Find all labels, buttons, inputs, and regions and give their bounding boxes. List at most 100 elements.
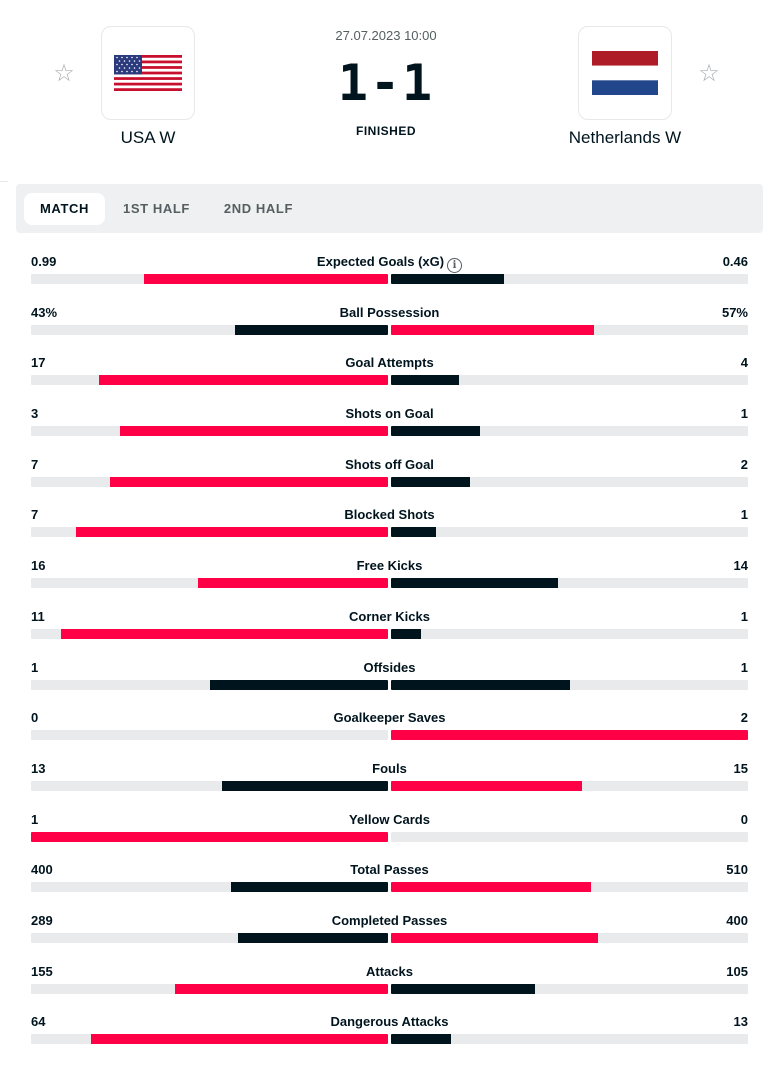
stat-home-value: 400 <box>31 862 53 878</box>
stat-away-bar-fill <box>391 426 481 437</box>
favorite-star-icon-away[interactable]: ☆ <box>698 60 720 87</box>
stat-away-bar-fill <box>391 679 570 690</box>
stat-away-value: 13 <box>733 1014 748 1030</box>
stat-away-bar <box>391 780 748 791</box>
stat-away-value: 2 <box>740 710 748 726</box>
stat-name-wrap: Completed Passes <box>31 913 748 928</box>
stat-home-bar <box>31 831 388 842</box>
info-icon[interactable]: i <box>447 258 463 273</box>
stat-name: Ball Possession <box>339 304 440 320</box>
stat-name-wrap: Total Passes <box>31 862 748 877</box>
stat-home-value: 16 <box>31 558 46 574</box>
stat-name: Free Kicks <box>356 558 423 574</box>
stat-home-value: 64 <box>31 1014 46 1030</box>
stat-away-value: 1 <box>740 659 748 675</box>
stat-home-bar <box>31 527 388 538</box>
stat-name-wrap: Attacks <box>31 964 748 979</box>
stat-home-bar <box>31 932 388 943</box>
stat-away-bar-fill <box>391 476 471 487</box>
stat-row: 11 Corner Kicks 1 <box>31 605 748 656</box>
match-header: ☆ USA W 27.07.2023 10:00 1- <box>0 0 772 175</box>
stat-away-bar-fill <box>391 375 459 386</box>
stat-away-bar <box>391 375 748 386</box>
stat-away-bar-fill <box>391 983 536 994</box>
stat-home-value: 155 <box>31 963 53 979</box>
stat-name: Completed Passes <box>331 912 448 928</box>
stat-home-value: 7 <box>31 507 39 523</box>
stat-home-bar <box>31 679 388 690</box>
favorite-star-icon-home[interactable]: ☆ <box>53 60 75 87</box>
stat-away-bar <box>391 932 748 943</box>
stat-away-bar <box>391 578 748 589</box>
stat-home-bar <box>31 780 388 791</box>
stat-away-bar-fill <box>391 882 592 893</box>
away-team-name[interactable]: Netherlands W <box>568 128 682 147</box>
stat-home-bar-fill <box>222 780 388 791</box>
home-team-name[interactable]: USA W <box>120 128 176 147</box>
stat-home-bar-fill <box>60 628 388 639</box>
stat-away-value: 15 <box>733 760 748 776</box>
stat-home-bar <box>31 324 388 335</box>
stat-home-value: 7 <box>31 456 39 472</box>
stat-home-value: 1 <box>31 811 39 827</box>
tab-match[interactable]: MATCH <box>24 192 105 225</box>
stat-name: Yellow Cards <box>349 811 430 827</box>
stat-row: 0.99 Expected Goals (xG) i 0.46 <box>31 250 748 301</box>
stats-list: 0.99 Expected Goals (xG) i 0.46 43% Ball Poss… <box>31 250 748 1061</box>
stat-away-value: 1 <box>740 406 748 422</box>
stat-row: 16 Free Kicks 14 <box>31 554 748 605</box>
stat-home-bar <box>31 578 388 589</box>
stat-home-bar <box>31 274 388 284</box>
stat-away-bar <box>391 628 748 639</box>
stat-away-value: 1 <box>740 507 748 523</box>
period-tabs: MATCH 1ST HALF 2ND HALF <box>16 184 763 233</box>
match-datetime: 27.07.2023 10:00 <box>335 28 437 43</box>
stat-name: Total Passes <box>350 862 429 878</box>
stat-name: Offsides <box>363 659 416 675</box>
stat-row: 3 Shots on Goal 1 <box>31 402 748 453</box>
stat-name: Goal Attempts <box>345 355 434 371</box>
divider <box>0 181 8 182</box>
stat-name-wrap: Yellow Cards <box>31 812 748 827</box>
stat-away-bar-fill <box>391 1034 452 1045</box>
stat-home-value: 43% <box>31 304 58 320</box>
stat-away-bar-fill <box>391 274 505 284</box>
stat-home-value: 1 <box>31 659 39 675</box>
away-team-logo[interactable] <box>578 26 672 120</box>
stat-away-value: 510 <box>726 862 748 878</box>
stat-away-value: 0.46 <box>722 254 748 269</box>
stat-row: 289 Completed Passes 400 <box>31 909 748 960</box>
tab-2nd-half[interactable]: 2ND HALF <box>223 200 293 216</box>
stat-home-value: 13 <box>31 760 46 776</box>
stat-home-bar <box>31 426 388 437</box>
match-status: FINISHED <box>355 124 416 138</box>
stat-home-bar-fill <box>99 375 388 386</box>
stat-row: 155 Attacks 105 <box>31 960 748 1011</box>
stat-home-bar-fill <box>209 679 388 690</box>
stat-away-bar <box>391 274 748 284</box>
stat-home-bar-fill <box>91 1034 388 1045</box>
stat-away-bar <box>391 476 748 487</box>
stat-home-bar-fill <box>110 476 388 487</box>
stat-row: 0 Goalkeeper Saves 2 <box>31 706 748 757</box>
stat-away-bar <box>391 730 748 741</box>
match-score: 1-1 <box>337 54 435 112</box>
stat-away-bar-fill <box>391 527 436 538</box>
stat-row: 400 Total Passes 510 <box>31 858 748 909</box>
stat-name-wrap: Goalkeeper Saves <box>31 710 748 725</box>
stat-name-wrap: Goal Attempts <box>31 355 748 370</box>
stat-away-value: 57% <box>721 304 748 320</box>
stat-home-bar-fill <box>75 527 388 538</box>
stat-name: Shots off Goal <box>345 456 434 472</box>
stat-name: Dangerous Attacks <box>330 1014 449 1030</box>
stat-home-value: 3 <box>31 406 39 422</box>
stat-row: 17 Goal Attempts 4 <box>31 351 748 402</box>
stat-away-bar-fill <box>391 780 583 791</box>
tab-1st-half[interactable]: 1ST HALF <box>122 200 190 216</box>
stat-away-bar <box>391 324 748 335</box>
stat-row: 1 Offsides 1 <box>31 656 748 707</box>
stat-away-bar-fill <box>391 628 421 639</box>
stat-name: Expected Goals (xG) <box>316 254 445 269</box>
stat-home-bar-fill <box>231 882 388 893</box>
home-team-logo[interactable] <box>101 26 195 120</box>
